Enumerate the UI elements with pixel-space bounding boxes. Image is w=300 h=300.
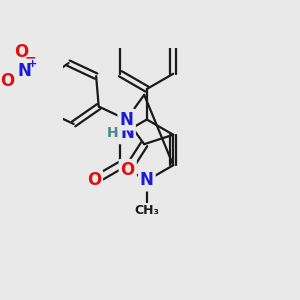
Text: N: N [140, 172, 154, 190]
Text: N: N [120, 124, 134, 142]
Text: −: − [24, 51, 36, 65]
Text: CH₃: CH₃ [134, 205, 159, 218]
Text: O: O [121, 161, 135, 179]
Text: N: N [17, 62, 31, 80]
Text: H: H [106, 126, 118, 140]
Text: O: O [0, 72, 14, 90]
Text: N: N [119, 110, 133, 128]
Text: O: O [87, 172, 101, 190]
Text: +: + [28, 59, 38, 69]
Text: O: O [14, 43, 28, 61]
